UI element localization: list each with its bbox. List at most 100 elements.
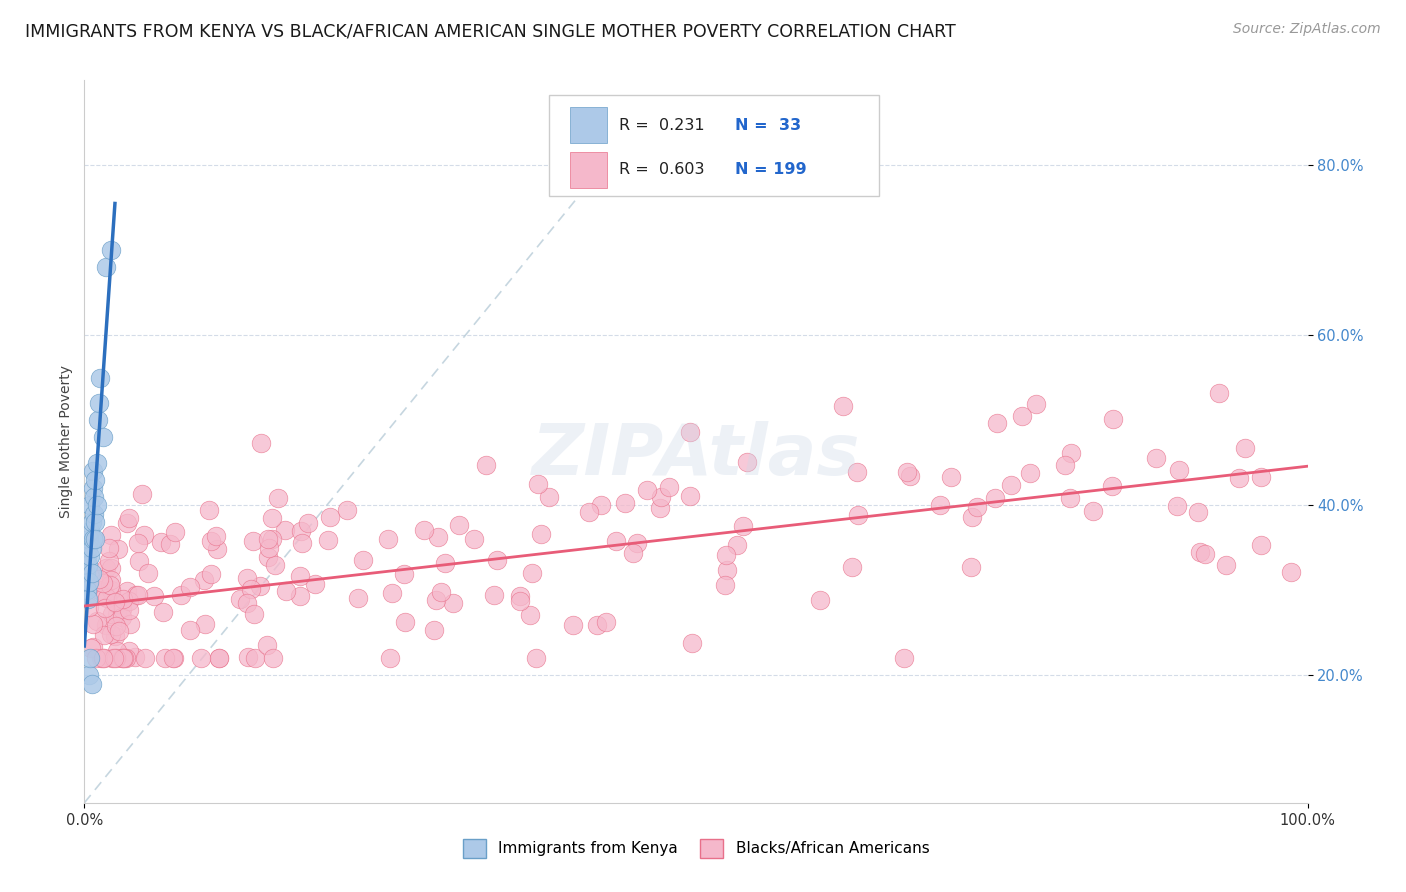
Legend: Immigrants from Kenya, Blacks/African Americans: Immigrants from Kenya, Blacks/African Am… (457, 833, 935, 863)
Point (845, 465, 868, 479)
Point (1166, 499, 1188, 513)
Point (831, 399, 853, 413)
Point (893, 651, 915, 665)
Point (394, 615, 416, 630)
Point (131, 487, 153, 501)
Point (89, 371, 111, 385)
Point (846, 508, 869, 523)
Point (205, 529, 228, 543)
Point (412, 523, 434, 537)
Point (125, 588, 148, 602)
Point (190, 651, 212, 665)
Point (100, 627, 122, 641)
Point (94, 600, 117, 615)
Point (134, 651, 156, 665)
Point (87, 413, 110, 427)
Point (100, 607, 122, 621)
Point (426, 530, 449, 544)
Point (485, 553, 508, 567)
Point (966, 500, 988, 515)
Point (735, 455, 758, 469)
Point (90, 651, 112, 665)
Point (986, 416, 1008, 430)
Bar (569, 152, 606, 188)
Point (896, 465, 918, 479)
Point (197, 502, 219, 516)
Point (127, 589, 149, 603)
Point (79, 549, 101, 564)
Point (319, 510, 342, 524)
Point (104, 619, 127, 633)
Point (808, 593, 831, 607)
Point (430, 585, 453, 599)
Point (447, 518, 470, 533)
Point (100, 244, 122, 258)
Point (77, 541, 100, 555)
Point (228, 591, 250, 606)
Point (1000, 478, 1022, 492)
Point (162, 651, 184, 665)
Point (118, 593, 141, 607)
Point (100, 561, 122, 575)
Point (107, 597, 129, 611)
Point (100, 528, 122, 542)
Point (82, 481, 104, 495)
Point (527, 477, 550, 491)
Point (104, 595, 127, 609)
Point (91, 575, 114, 590)
Point (509, 589, 531, 603)
Point (520, 566, 543, 581)
Point (138, 566, 160, 580)
Point (93, 589, 115, 603)
Point (243, 651, 266, 665)
Point (115, 516, 138, 530)
Point (208, 651, 231, 665)
Point (733, 519, 755, 533)
Point (524, 651, 547, 665)
Point (1102, 412, 1125, 426)
Point (100, 582, 122, 597)
Point (236, 596, 259, 610)
Point (101, 651, 124, 665)
Point (1234, 441, 1257, 455)
Point (538, 490, 561, 504)
Point (1011, 409, 1033, 423)
Point (118, 644, 141, 658)
Point (84, 533, 107, 547)
Point (103, 651, 125, 665)
Point (89, 582, 111, 597)
Point (236, 650, 259, 665)
Point (263, 558, 285, 573)
Point (562, 617, 585, 632)
Point (262, 532, 284, 546)
Point (236, 571, 259, 585)
Point (96, 260, 118, 275)
Point (105, 607, 128, 622)
Point (76, 549, 98, 564)
Point (200, 533, 222, 548)
Point (107, 624, 129, 638)
Point (207, 651, 229, 665)
Point (256, 532, 278, 546)
Point (194, 617, 217, 632)
Point (105, 651, 128, 665)
Point (82, 616, 104, 631)
Point (262, 651, 284, 665)
Point (98, 541, 121, 555)
Point (91, 430, 114, 444)
Point (463, 532, 485, 546)
Point (425, 593, 447, 607)
Point (679, 425, 702, 439)
Point (960, 510, 983, 524)
Point (75, 566, 97, 581)
Point (316, 533, 339, 548)
Point (960, 559, 983, 574)
Text: IMMIGRANTS FROM KENYA VS BLACK/AFRICAN AMERICAN SINGLE MOTHER POVERTY CORRELATIO: IMMIGRANTS FROM KENYA VS BLACK/AFRICAN A… (25, 22, 956, 40)
Point (205, 542, 228, 557)
Point (1059, 491, 1081, 505)
Point (84, 516, 107, 530)
Point (149, 534, 172, 549)
Point (162, 651, 184, 665)
Point (288, 589, 311, 603)
Point (291, 536, 314, 550)
